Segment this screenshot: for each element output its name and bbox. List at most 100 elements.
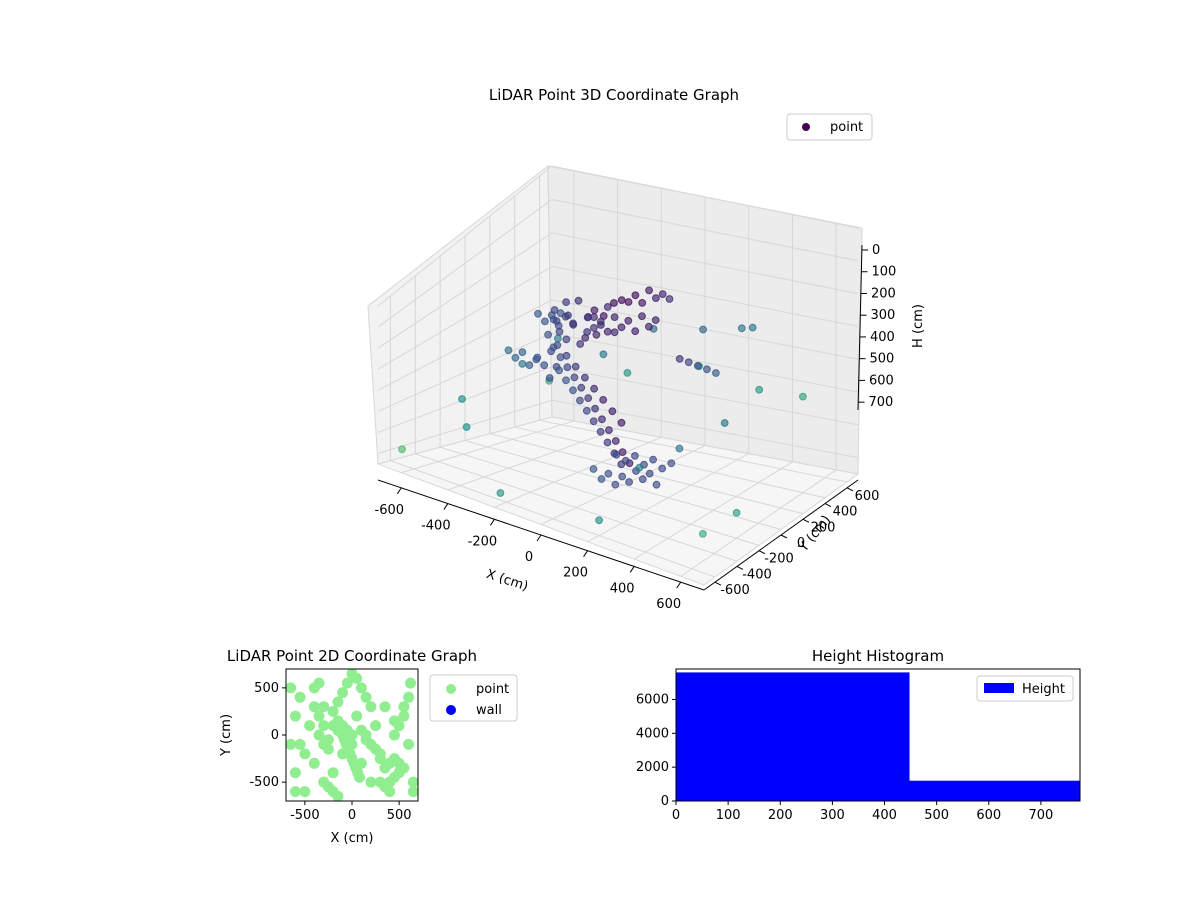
data-point-2d-point <box>354 771 365 783</box>
data-point-2d-point <box>360 691 372 703</box>
data-point-3d <box>597 475 606 483</box>
data-point-2d-point <box>407 786 418 798</box>
y-tick-label-2d: 0 <box>271 728 279 743</box>
data-point-3d <box>608 407 617 416</box>
x-tick-label-hist: 700 <box>1028 808 1053 823</box>
data-point-2d-point <box>374 753 386 765</box>
data-point-3d <box>584 394 593 403</box>
data-point-3d <box>638 299 647 307</box>
data-point-3d <box>603 303 612 311</box>
data-point-3d <box>703 365 711 374</box>
x-tick-label-hist: 400 <box>872 808 897 823</box>
data-point-2d-point <box>289 710 301 722</box>
data-point-2d-point <box>304 720 316 732</box>
x-axis-label: X (cm) <box>484 567 530 595</box>
data-point-3d <box>667 459 676 468</box>
plot-frame-hist <box>675 668 1081 802</box>
data-point-3d <box>635 463 644 472</box>
z-tick-label: 700 <box>869 395 894 410</box>
data-point-3d <box>638 475 647 484</box>
data-point-3d <box>571 362 580 371</box>
points-2d <box>286 669 418 801</box>
data-point-3d <box>645 322 653 331</box>
x-tick-label-2d: 500 <box>387 808 412 823</box>
data-point-2d-point <box>351 672 363 684</box>
legend-2d-point-label: point <box>476 682 509 697</box>
data-point-3d <box>624 316 633 325</box>
data-point-3d <box>582 406 591 415</box>
data-point-3d <box>541 317 549 326</box>
data-point-3d <box>598 415 606 424</box>
legend-2d: point wall <box>429 674 518 722</box>
data-point-3d <box>720 419 729 427</box>
pane-left-wall <box>367 164 553 465</box>
data-point-2d-point <box>318 701 330 713</box>
grid-line-z <box>377 399 859 459</box>
x-tick-mark <box>396 487 402 495</box>
grid-line-z <box>377 332 859 412</box>
data-point-3d <box>458 395 466 403</box>
data-point-3d <box>577 383 586 392</box>
y-axis-label-2d: Y (cm) <box>219 714 234 757</box>
data-point-2d-point <box>398 710 410 722</box>
data-point-3d <box>525 361 534 370</box>
data-point-2d-point <box>341 677 353 689</box>
x-tick-mark <box>676 581 682 589</box>
data-point-2d-point <box>286 682 297 694</box>
data-point-3d <box>576 396 584 405</box>
x-tick-label-hist: 500 <box>924 808 949 823</box>
data-point-3d <box>596 317 605 326</box>
data-point-3d <box>562 298 570 307</box>
data-point-3d <box>610 313 619 322</box>
z-axis-line <box>857 244 863 411</box>
legend-3d-marker <box>802 123 810 131</box>
x-tick-label-2d: 0 <box>348 808 356 823</box>
data-point-2d-point <box>294 691 306 703</box>
x-tick-label: 600 <box>656 597 681 612</box>
y-tick-mark <box>758 550 766 555</box>
z-tick-label: 0 <box>872 243 880 258</box>
y-tick-label: -200 <box>764 552 794 567</box>
data-point-2d-point <box>308 757 320 769</box>
grid-lines-3d <box>377 165 859 578</box>
data-point-3d <box>675 355 684 363</box>
z-tick-label: 600 <box>869 373 894 388</box>
scatter-3d-chart: LiDAR Point 3D Coordinate Graph -600-400… <box>367 86 926 612</box>
scatter-2d-title: LiDAR Point 2D Coordinate Graph <box>227 647 477 665</box>
data-point-3d <box>612 450 621 459</box>
data-point-2d-point <box>299 786 311 798</box>
data-point-3d <box>591 404 599 413</box>
legend-3d-label: point <box>830 120 863 135</box>
y-tick-mark <box>714 581 722 586</box>
data-point-3d <box>610 328 619 337</box>
z-axis-label: H (cm) <box>911 304 926 348</box>
data-point-3d <box>574 296 583 305</box>
data-point-2d-point <box>337 720 349 732</box>
grid-line-y-floor <box>390 460 716 578</box>
y-tick-label: 0 <box>797 536 805 551</box>
data-point-3d <box>611 480 620 489</box>
data-point-2d-point <box>351 710 363 722</box>
legend-2d-wall-label: wall <box>476 703 502 718</box>
data-point-3d <box>549 343 558 352</box>
data-point-3d <box>555 366 563 375</box>
data-point-3d <box>625 478 633 486</box>
y-tick-label-2d: -500 <box>249 775 279 790</box>
x-tick-label: -600 <box>375 503 405 518</box>
data-point-3d <box>599 396 608 404</box>
data-point-3d <box>611 437 620 445</box>
data-point-3d <box>665 295 674 303</box>
scatter-3d-title: LiDAR Point 3D Coordinate Graph <box>489 86 739 104</box>
data-point-2d-point <box>327 767 339 779</box>
data-point-2d-point <box>365 701 377 713</box>
data-point-2d-point <box>405 677 416 689</box>
data-point-3d <box>590 306 599 315</box>
data-point-2d-point <box>370 743 382 755</box>
data-point-2d-point <box>346 729 358 741</box>
ticks-2d: -500 0 500 -500 0 500 <box>249 681 411 823</box>
data-point-3d <box>504 346 513 355</box>
grid-line-y-floor <box>415 453 738 562</box>
data-point-3d <box>564 311 572 320</box>
data-point-3d <box>596 427 605 436</box>
data-point-2d-point <box>286 738 297 750</box>
